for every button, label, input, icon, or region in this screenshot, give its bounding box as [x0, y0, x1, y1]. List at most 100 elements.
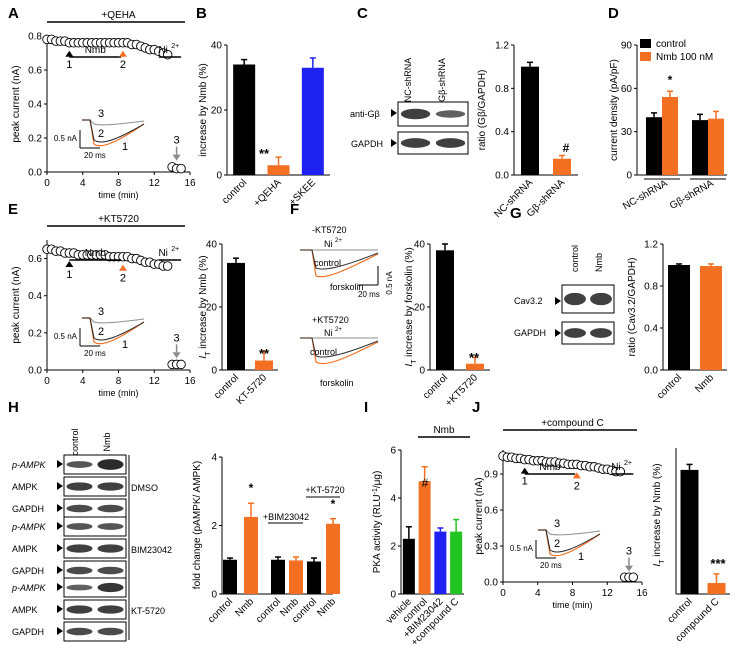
legend-label: Nmb 100 nM: [656, 52, 713, 63]
category-label: control: [206, 596, 235, 625]
row-label: GAPDH: [351, 139, 383, 149]
group-label: DMSO: [131, 483, 158, 493]
significance-marker: *: [331, 497, 336, 511]
trace-label: 1: [122, 141, 128, 153]
panel-letter-j: J: [472, 399, 480, 416]
panel-letter-g: G: [510, 205, 522, 222]
group-label: NC-shRNA: [621, 178, 670, 212]
y-axis-label-part: /μg): [372, 471, 383, 488]
group-label: +KT-5720: [305, 485, 344, 495]
blot-h: [63, 577, 127, 598]
blot-band: [435, 138, 466, 148]
category-label: KT-5720: [235, 372, 270, 407]
y-tick-label: 0.4: [495, 127, 509, 138]
trace-forskolin: [300, 249, 379, 278]
x-axis-label: time (min): [99, 388, 139, 398]
group-label: Gβ-shRNA: [668, 178, 716, 212]
y-axis-label: IT increase by forskolin (%): [404, 247, 418, 366]
bar: [692, 120, 708, 175]
category-label: Nmb: [693, 372, 716, 395]
data-point: [176, 163, 186, 174]
y-tick-label: 0.3: [484, 542, 498, 553]
row-label: GAPDH: [514, 328, 546, 338]
bar: [307, 561, 321, 594]
row-label: GAPDH: [12, 504, 44, 514]
blot-band: [97, 582, 124, 593]
scale-label: 20 ms: [358, 290, 380, 299]
y-axis-label: IT increase by Nmb (%): [198, 255, 212, 358]
y-tick-label: 0.9: [484, 470, 498, 481]
bar: [267, 165, 290, 175]
y-tick-label: 0: [211, 590, 217, 601]
ni-label: Ni: [324, 328, 333, 338]
y-tick-label: 0.6: [484, 506, 498, 517]
y-axis-label: increase by Nmb (%): [198, 63, 209, 156]
trace-label: 3: [554, 518, 560, 530]
significance-marker: *: [249, 481, 254, 495]
control-label: control: [310, 347, 337, 357]
y-tick-label: 40: [211, 41, 223, 52]
nmb-label: Nmb: [85, 248, 107, 259]
legend-swatch: [640, 39, 651, 48]
x-tick-label: 16: [184, 178, 196, 189]
y-tick-label: 0.4: [644, 324, 658, 335]
y-axis-label-part: -1: [372, 488, 379, 494]
x-axis-label: time (min): [553, 600, 593, 610]
x-tick-label: 12: [149, 178, 161, 189]
blot-h: [63, 516, 127, 537]
y-axis-label-part: I: [652, 564, 663, 567]
group-label: +BIM23042: [263, 512, 309, 522]
marker-label: 3: [174, 135, 180, 147]
scale-label: 20 ms: [84, 151, 106, 160]
y-tick-label: 0.0: [28, 366, 42, 377]
bar: [668, 265, 690, 370]
row-arrow-icon: [57, 544, 63, 552]
y-tick-label: 1.2: [495, 41, 509, 52]
panel-letter-f: F: [290, 201, 299, 218]
trace-control: [300, 337, 379, 358]
y-tick-label: 0.2: [28, 134, 42, 145]
y-tick-label: 4: [211, 453, 217, 464]
time-marker: [572, 472, 581, 479]
scale-label: 0.5 nA: [54, 332, 78, 341]
condition-label: +KT5720: [312, 315, 349, 325]
data-point: [176, 359, 186, 370]
blot-gapdh-g: [561, 321, 615, 345]
panel-letter-a: A: [8, 5, 19, 22]
category-label: +SKEE: [287, 177, 318, 208]
significance-marker: **: [469, 350, 480, 365]
bar: [521, 66, 539, 175]
blot-band: [97, 482, 124, 491]
marker-label: 2: [120, 273, 126, 285]
treatment-label: Nmb: [433, 425, 455, 436]
blot-h: [63, 538, 127, 559]
row-label: p-AMPK: [11, 583, 47, 593]
y-tick-label: 0.8: [495, 84, 509, 95]
bar: [466, 363, 484, 370]
blot-band: [97, 544, 124, 553]
data-point: [628, 572, 639, 582]
trace-3: [82, 119, 145, 126]
y-tick-label: 0: [390, 590, 396, 601]
time-marker: [118, 50, 127, 57]
bar: [223, 559, 237, 594]
trace-3: [82, 317, 145, 324]
scale-label: 0.5 nA: [385, 271, 394, 295]
y-tick-label: 4: [390, 494, 396, 505]
treatment-label: +compound C: [541, 418, 604, 429]
bar: [244, 516, 258, 594]
group-label: BIM23042: [131, 545, 172, 555]
x-tick-label: 4: [80, 376, 86, 387]
y-tick-label: 60: [621, 84, 633, 95]
category-label: control: [220, 177, 249, 206]
y-axis-label: peak current (nA): [11, 266, 22, 343]
bar: [402, 538, 415, 594]
treatment-label: +KT5720: [98, 214, 139, 225]
ni-superscript: 2+: [335, 238, 342, 244]
group-label: KT-5720: [131, 606, 165, 616]
blot-band: [66, 504, 93, 513]
ni-superscript: 2+: [171, 43, 179, 50]
blot-band: [66, 482, 93, 491]
bar: [450, 531, 463, 594]
blot-h: [63, 599, 127, 620]
